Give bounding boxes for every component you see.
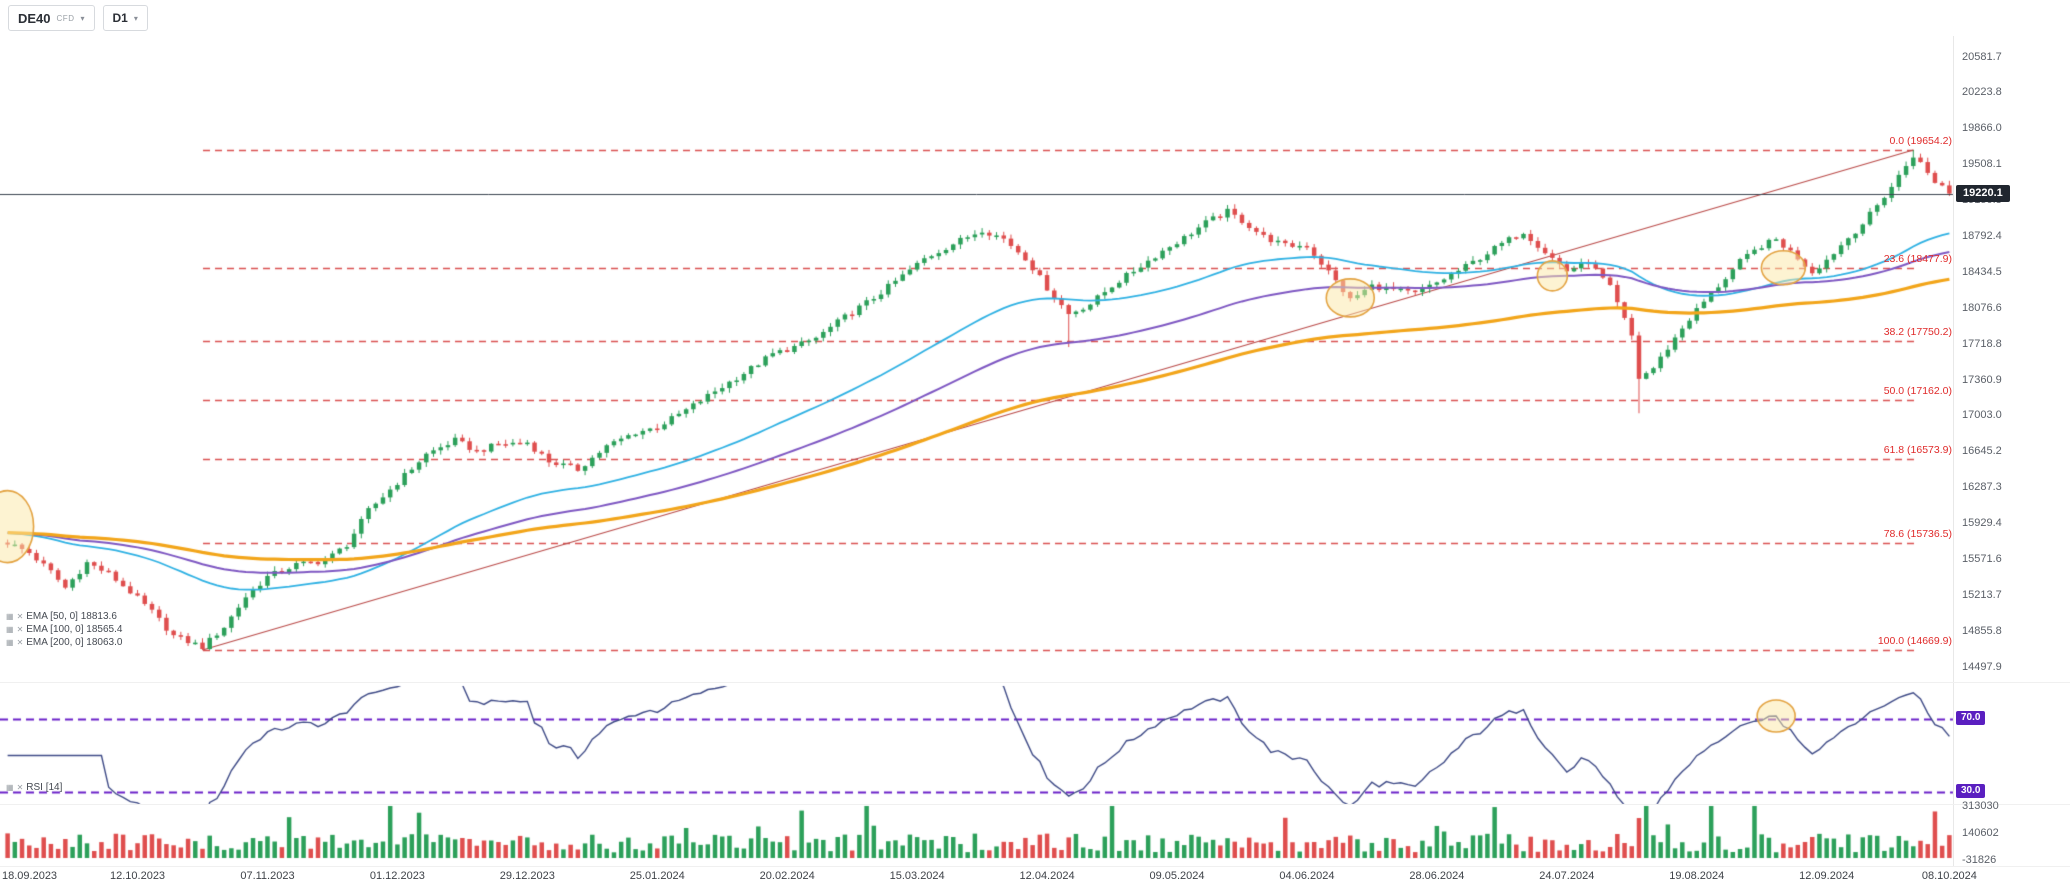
rsi-lower-band-badge: 30.0 <box>1956 784 1986 798</box>
time-axis-label: 12.10.2023 <box>110 870 166 882</box>
time-axis-label: 12.09.2024 <box>1799 870 1855 882</box>
price-axis-tick: 16645.2 <box>1962 445 2002 458</box>
fib-level-label: 23.6 (18477.9) <box>1883 253 1952 266</box>
time-axis-label: 18.09.2023 <box>2 870 58 882</box>
chevron-down-icon: ▾ <box>133 13 138 23</box>
volume-axis-tick: -31826 <box>1962 853 1997 866</box>
time-axis-label: 04.06.2024 <box>1279 870 1335 882</box>
time-axis-label: 01.12.2023 <box>369 870 425 882</box>
price-axis-tick: 17003.0 <box>1962 409 2002 422</box>
time-axis-label: 09.05.2024 <box>1149 870 1205 882</box>
price-axis-tick: 15929.4 <box>1962 517 2002 530</box>
fib-level-label: 78.6 (15736.5) <box>1883 528 1952 540</box>
ema-100-legend-label: EMA [100, 0] 18565.4 <box>26 624 123 635</box>
fib-level-label: 100.0 (14669.9) <box>1877 634 1952 647</box>
price-axis-tick: 15213.7 <box>1962 588 2002 601</box>
rsi-legend: ▦ ✕ RSI [14] <box>6 781 62 794</box>
timeframe-label: D1 <box>112 11 128 25</box>
indicator-remove-icon[interactable]: ✕ <box>16 637 24 647</box>
time-axis-label: 12.04.2024 <box>1019 870 1075 882</box>
indicator-remove-icon[interactable]: ✕ <box>16 611 24 621</box>
indicator-settings-icon[interactable]: ▦ <box>6 782 14 792</box>
indicator-legend-row: ▦ ✕ RSI [14] <box>6 781 62 794</box>
panel-separator <box>0 866 2070 867</box>
fib-level-label: 0.0 (19654.2) <box>1889 135 1952 148</box>
ema-50-legend-label: EMA [50, 0] 18813.6 <box>26 611 117 622</box>
price-axis-tick: 20581.7 <box>1962 50 2002 63</box>
price-axis-tick: 16287.3 <box>1962 481 2002 494</box>
indicator-legend-row: ▦ ✕ EMA [50, 0] 18813.6 <box>6 610 122 623</box>
price-axis-tick: 18792.4 <box>1962 229 2002 242</box>
indicator-remove-icon[interactable]: ✕ <box>16 624 24 634</box>
price-axis-tick: 17360.9 <box>1962 373 2002 386</box>
time-axis-label: 25.01.2024 <box>629 870 685 882</box>
timeframe-selector[interactable]: D1 ▾ <box>102 5 148 31</box>
indicator-legend-row: ▦ ✕ EMA [100, 0] 18565.4 <box>6 623 122 636</box>
price-axis-tick: 19866.0 <box>1962 122 2002 135</box>
price-axis-tick: 14497.9 <box>1962 660 2002 673</box>
volume-axis-tick: 140602 <box>1962 826 1999 839</box>
panel-separator <box>0 682 2070 683</box>
rsi-legend-label: RSI [14] <box>26 782 63 793</box>
volume-axis-tick: 313030 <box>1962 799 1999 812</box>
indicator-settings-icon[interactable]: ▦ <box>6 637 14 647</box>
price-axis-tick: 17718.8 <box>1962 337 2002 350</box>
price-axis-tick: 18434.5 <box>1962 265 2002 278</box>
price-axis-tick: 20223.8 <box>1962 86 2002 99</box>
price-axis-separator <box>1953 36 1954 866</box>
fib-level-label: 38.2 (17750.2) <box>1883 326 1952 339</box>
indicator-remove-icon[interactable]: ✕ <box>16 782 24 792</box>
time-axis-label: 15.03.2024 <box>889 870 945 882</box>
indicator-settings-icon[interactable]: ▦ <box>6 611 14 621</box>
ema-200-legend-label: EMA [200, 0] 18063.0 <box>26 637 123 648</box>
instrument-type-label: CFD <box>56 13 75 23</box>
ema-legend: ▦ ✕ EMA [50, 0] 18813.6 ▦ ✕ EMA [100, 0]… <box>6 610 122 649</box>
chart-toolbar: DE40 CFD ▾ D1 ▾ <box>8 5 148 31</box>
time-axis-label: 08.10.2024 <box>1921 870 1977 882</box>
current-price-badge: 19220.1 <box>1956 184 2010 202</box>
fib-level-label: 50.0 (17162.0) <box>1883 385 1952 398</box>
time-axis-label: 28.06.2024 <box>1409 870 1465 882</box>
price-axis-tick: 19508.1 <box>1962 158 2002 171</box>
price-axis-tick: 14855.8 <box>1962 624 2002 637</box>
rsi-upper-band-badge: 70.0 <box>1956 711 1986 725</box>
chevron-down-icon: ▾ <box>80 13 85 23</box>
price-axis-tick: 18076.6 <box>1962 301 2002 314</box>
price-axis-tick: 15571.6 <box>1962 553 2002 566</box>
time-axis-label: 24.07.2024 <box>1539 870 1595 882</box>
indicator-settings-icon[interactable]: ▦ <box>6 624 14 634</box>
time-axis-label: 07.11.2023 <box>240 870 295 882</box>
symbol-selector[interactable]: DE40 CFD ▾ <box>8 5 95 31</box>
panel-separator <box>0 804 2070 805</box>
indicator-legend-row: ▦ ✕ EMA [200, 0] 18063.0 <box>6 636 122 649</box>
fib-level-label: 61.8 (16573.9) <box>1883 444 1952 456</box>
time-axis-label: 20.02.2024 <box>759 870 815 882</box>
time-axis-label: 19.08.2024 <box>1669 870 1725 882</box>
symbol-label: DE40 <box>18 10 51 26</box>
time-axis-label: 29.12.2023 <box>499 870 555 882</box>
